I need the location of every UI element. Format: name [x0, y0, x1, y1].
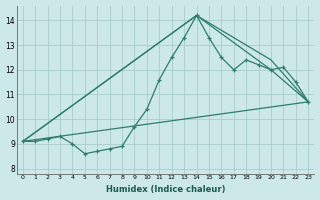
X-axis label: Humidex (Indice chaleur): Humidex (Indice chaleur): [106, 185, 225, 194]
